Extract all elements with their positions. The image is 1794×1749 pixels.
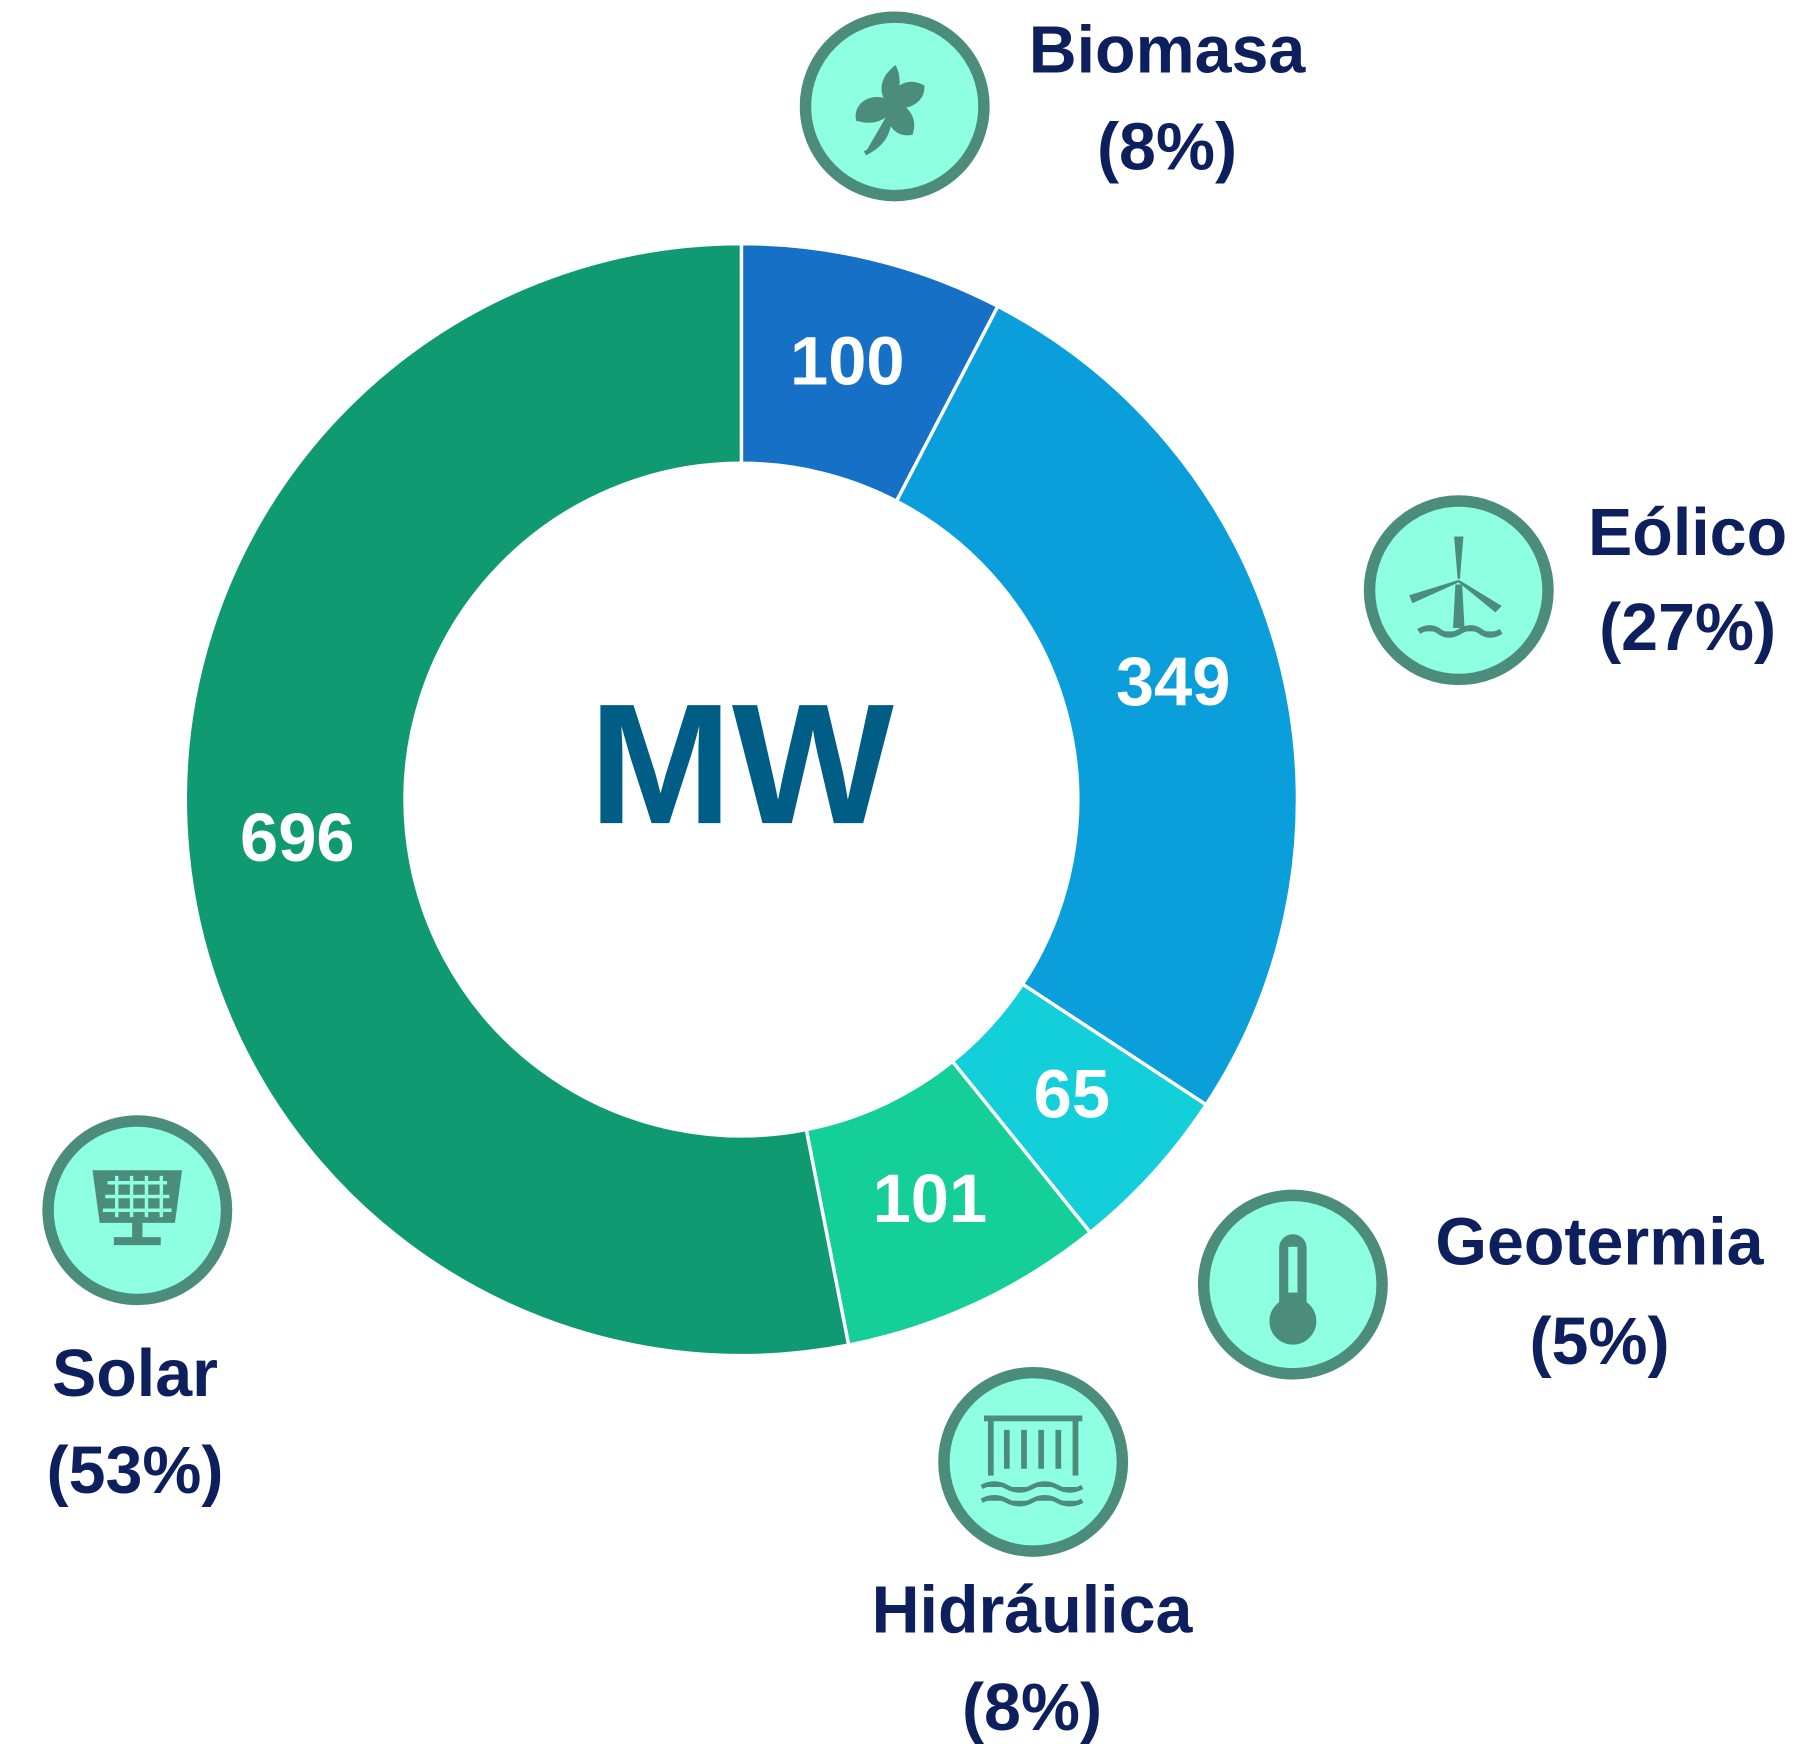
- data-label: 65: [1034, 1055, 1110, 1132]
- category-label: Solar: [52, 1337, 218, 1411]
- center-label: MW: [589, 669, 894, 860]
- category-label: Biomasa: [1029, 13, 1307, 87]
- percent-label: (8%): [962, 1671, 1102, 1745]
- data-label: 101: [873, 1160, 988, 1237]
- category-label: Hidráulica: [872, 1574, 1194, 1648]
- percent-label: (5%): [1529, 1305, 1669, 1379]
- donut-slice: [183, 241, 851, 1358]
- icon-geotermia: [1197, 1189, 1388, 1380]
- data-label: 349: [1116, 643, 1231, 720]
- category-label: Eólico: [1588, 496, 1787, 570]
- data-label: 100: [790, 322, 905, 399]
- icon-biomasa: [799, 11, 990, 202]
- percent-label: (53%): [47, 1434, 224, 1508]
- category-label: Geotermia: [1435, 1205, 1764, 1279]
- icon-hidraulica: [938, 1366, 1129, 1557]
- icon-solar: [42, 1115, 233, 1306]
- data-label: 696: [240, 799, 355, 876]
- percent-label: (8%): [1097, 111, 1237, 185]
- percent-label: (27%): [1599, 591, 1776, 665]
- donut-slice: [894, 303, 1300, 1108]
- icon-eolico: [1363, 495, 1554, 686]
